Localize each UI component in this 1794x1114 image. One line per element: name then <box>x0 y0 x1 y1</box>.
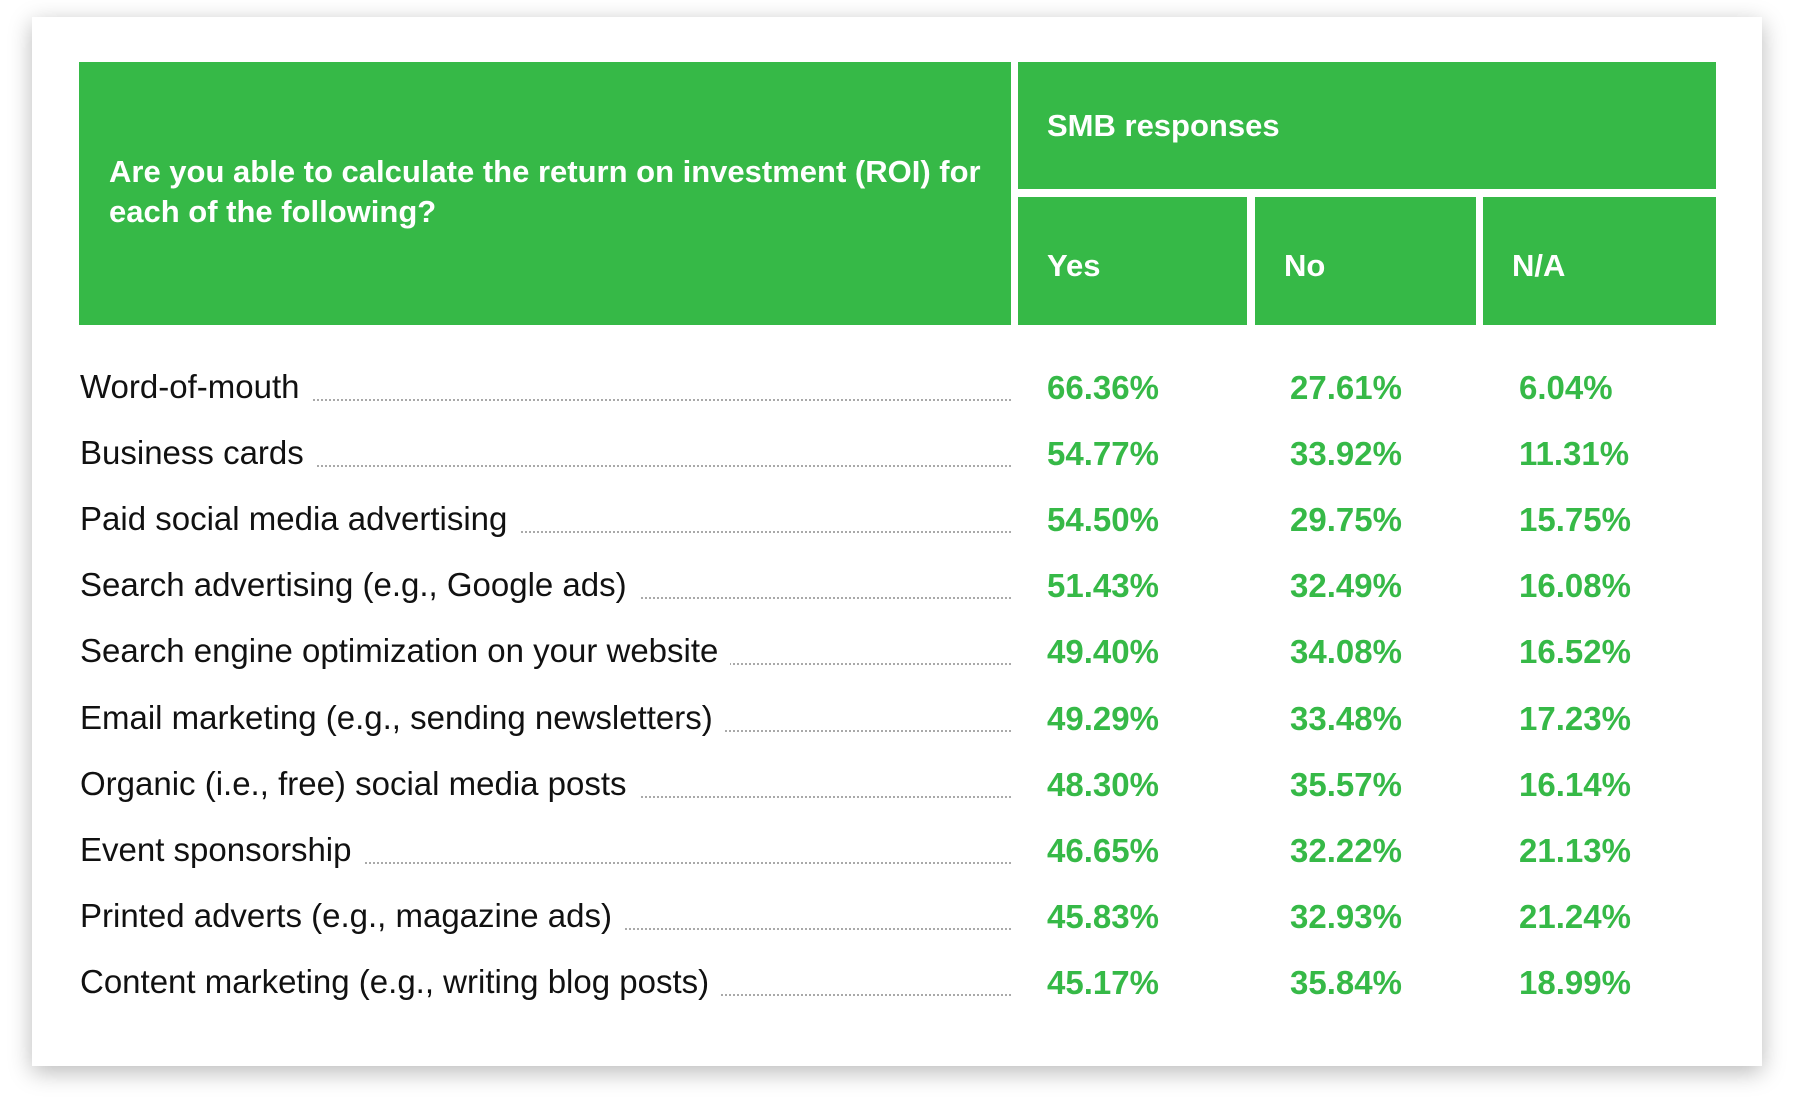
table-row: Business cards 54.77% 33.92% 11.31% <box>80 433 1740 473</box>
group-header: SMB responses <box>1018 62 1716 189</box>
question-header: Are you able to calculate the return on … <box>79 62 1011 325</box>
value-yes: 46.65% <box>1047 831 1159 869</box>
table-row: Printed adverts (e.g., magazine ads) 45.8… <box>80 896 1740 936</box>
value-na: 17.23% <box>1519 699 1631 737</box>
value-na: 16.14% <box>1519 765 1631 803</box>
table-row: Word-of-mouth 66.36% 27.61% 6.04% <box>80 367 1740 407</box>
row-label: Business cards <box>80 434 316 473</box>
table-row: Search advertising (e.g., Google ads) 51.… <box>80 565 1740 605</box>
value-yes: 48.30% <box>1047 765 1159 803</box>
row-label: Email marketing (e.g., sending newslette… <box>80 698 725 737</box>
value-na: 18.99% <box>1519 963 1631 1001</box>
row-label: Search advertising (e.g., Google ads) <box>80 566 639 605</box>
value-yes: 45.17% <box>1047 963 1159 1001</box>
value-no: 33.92% <box>1290 435 1402 473</box>
row-label: Event sponsorship <box>80 830 364 869</box>
value-yes: 54.77% <box>1047 435 1159 473</box>
dotted-leader <box>80 531 1011 534</box>
value-no: 35.57% <box>1290 765 1402 803</box>
value-no: 32.93% <box>1290 897 1402 935</box>
value-na: 11.31% <box>1519 435 1630 473</box>
row-label: Search engine optimization on your websi… <box>80 632 731 671</box>
row-label: Organic (i.e., free) social media posts <box>80 764 639 803</box>
value-yes: 54.50% <box>1047 501 1159 539</box>
value-no: 27.61% <box>1290 369 1402 406</box>
dotted-leader <box>80 399 1011 401</box>
value-no: 35.84% <box>1290 963 1402 1001</box>
row-label: Content marketing (e.g., writing blog po… <box>80 962 722 1001</box>
table-row: Content marketing (e.g., writing blog po… <box>80 962 1740 1002</box>
value-yes: 66.36% <box>1047 369 1159 406</box>
value-yes: 45.83% <box>1047 897 1159 935</box>
value-yes: 51.43% <box>1047 567 1159 605</box>
value-na: 16.08% <box>1519 567 1631 605</box>
value-na: 16.52% <box>1519 633 1631 671</box>
value-na: 6.04% <box>1519 369 1613 406</box>
table-row: Organic (i.e., free) social media posts 4… <box>80 764 1740 804</box>
row-label: Paid social media advertising <box>80 500 520 539</box>
value-na: 15.75% <box>1519 501 1631 539</box>
dotted-leader <box>80 861 1011 864</box>
value-no: 32.22% <box>1290 831 1402 869</box>
value-na: 21.13% <box>1519 831 1631 869</box>
value-na: 21.24% <box>1519 897 1631 935</box>
row-label: Word-of-mouth <box>80 368 312 406</box>
column-header-no: No <box>1255 197 1476 325</box>
value-yes: 49.29% <box>1047 699 1159 737</box>
value-yes: 49.40% <box>1047 633 1159 671</box>
column-header-yes: Yes <box>1018 197 1247 325</box>
table-row: Search engine optimization on your websi… <box>80 631 1740 671</box>
column-header-na: N/A <box>1483 197 1716 325</box>
value-no: 32.49% <box>1290 567 1402 605</box>
value-no: 29.75% <box>1290 501 1402 539</box>
dotted-leader <box>80 465 1011 468</box>
table-row: Paid social media advertising 54.50% 29.75… <box>80 499 1740 539</box>
table-row: Email marketing (e.g., sending newslette… <box>80 698 1740 738</box>
row-label: Printed adverts (e.g., magazine ads) <box>80 896 624 935</box>
table-row: Event sponsorship 46.65% 32.22% 21.13% <box>80 830 1740 870</box>
value-no: 34.08% <box>1290 633 1402 671</box>
value-no: 33.48% <box>1290 699 1402 737</box>
